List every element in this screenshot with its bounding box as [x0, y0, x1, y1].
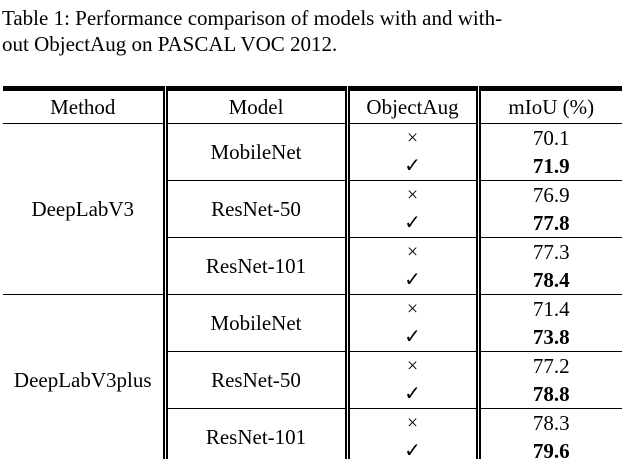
objectaug-cell: ×: [344, 294, 478, 323]
objectaug-cell: ×: [344, 408, 478, 437]
table-row: DeepLabV3plus MobileNet × 71.4: [3, 294, 622, 459]
cross-icon: ×: [406, 355, 419, 377]
table-row: ✓ 79.6: [3, 437, 622, 459]
cross-icon: ×: [406, 298, 419, 320]
cross-icon: ×: [406, 184, 419, 206]
table-row: ✓ 77.8: [3, 209, 622, 238]
miou-value: 77.3: [475, 237, 622, 266]
objectaug-cell: ×: [344, 123, 478, 152]
table-caption-line-1: Table 1: Performance comparison of model…: [2, 6, 503, 30]
check-icon: ✓: [404, 440, 421, 459]
check-icon: ✓: [404, 155, 421, 177]
model-cell: ResNet-50: [162, 351, 347, 409]
method-cell: DeepLabV3: [31, 196, 135, 221]
column-header-model: Model: [162, 88, 347, 124]
table-row: ✓ 71.9: [3, 152, 622, 181]
model-cell: MobileNet: [162, 123, 347, 181]
miou-value: 71.4: [475, 294, 622, 323]
miou-value: 71.9: [475, 152, 622, 181]
cross-icon: ×: [406, 241, 419, 263]
table-row: ResNet-50 × 77.2: [3, 351, 622, 409]
objectaug-cell: ✓: [344, 266, 478, 295]
table-row: ResNet-101 × 78.3: [3, 408, 622, 459]
column-header-method: Method: [3, 88, 165, 124]
check-icon: ✓: [404, 212, 421, 234]
table-caption-line-2: out ObjectAug on PASCAL VOC 2012.: [2, 32, 338, 56]
miou-value: 76.9: [475, 180, 622, 209]
model-cell: MobileNet: [162, 294, 347, 352]
objectaug-cell: ×: [344, 351, 478, 380]
check-icon: ✓: [404, 326, 421, 348]
check-icon: ✓: [404, 383, 421, 405]
header-row: Method Model ObjectAug mIoU (%): [3, 88, 622, 124]
model-cell: ResNet-101: [162, 408, 347, 459]
miou-value: 79.6: [475, 437, 622, 459]
miou-value: 78.8: [475, 380, 622, 409]
miou-value: 77.2: [475, 351, 622, 380]
objectaug-cell: ×: [344, 237, 478, 266]
cross-icon: ×: [406, 127, 419, 149]
column-header-objectaug: ObjectAug: [344, 88, 478, 124]
miou-value: 70.1: [475, 123, 622, 152]
miou-value: 73.8: [475, 323, 622, 352]
check-icon: ✓: [404, 269, 421, 291]
table-row: ResNet-50 × 76.9: [3, 180, 622, 238]
model-cell: ResNet-50: [162, 180, 347, 238]
objectaug-cell: ×: [344, 180, 478, 209]
miou-value: 78.4: [475, 266, 622, 295]
table-row: DeepLabV3 MobileNet × 70.1: [3, 123, 622, 221]
objectaug-cell: ✓: [344, 380, 478, 409]
miou-value: 78.3: [475, 408, 622, 437]
objectaug-cell: ✓: [344, 152, 478, 181]
cross-icon: ×: [406, 412, 419, 434]
table-row: ✓ 73.8: [3, 323, 622, 352]
table-caption: Table 1: Performance comparison of model…: [2, 5, 628, 57]
objectaug-cell: ✓: [344, 323, 478, 352]
model-cell: ResNet-101: [162, 237, 347, 295]
table-row: ✓ 78.8: [3, 380, 622, 409]
table-row: ✓ 78.4: [3, 266, 622, 295]
miou-value: 77.8: [475, 209, 622, 238]
table-row: ResNet-101 × 77.3: [3, 237, 622, 295]
results-table: Method Model ObjectAug mIoU (%) DeepLabV…: [3, 86, 622, 459]
method-cell: DeepLabV3plus: [3, 294, 165, 459]
column-header-miou: mIoU (%): [475, 88, 622, 124]
objectaug-cell: ✓: [344, 209, 478, 238]
objectaug-cell: ✓: [344, 437, 478, 459]
